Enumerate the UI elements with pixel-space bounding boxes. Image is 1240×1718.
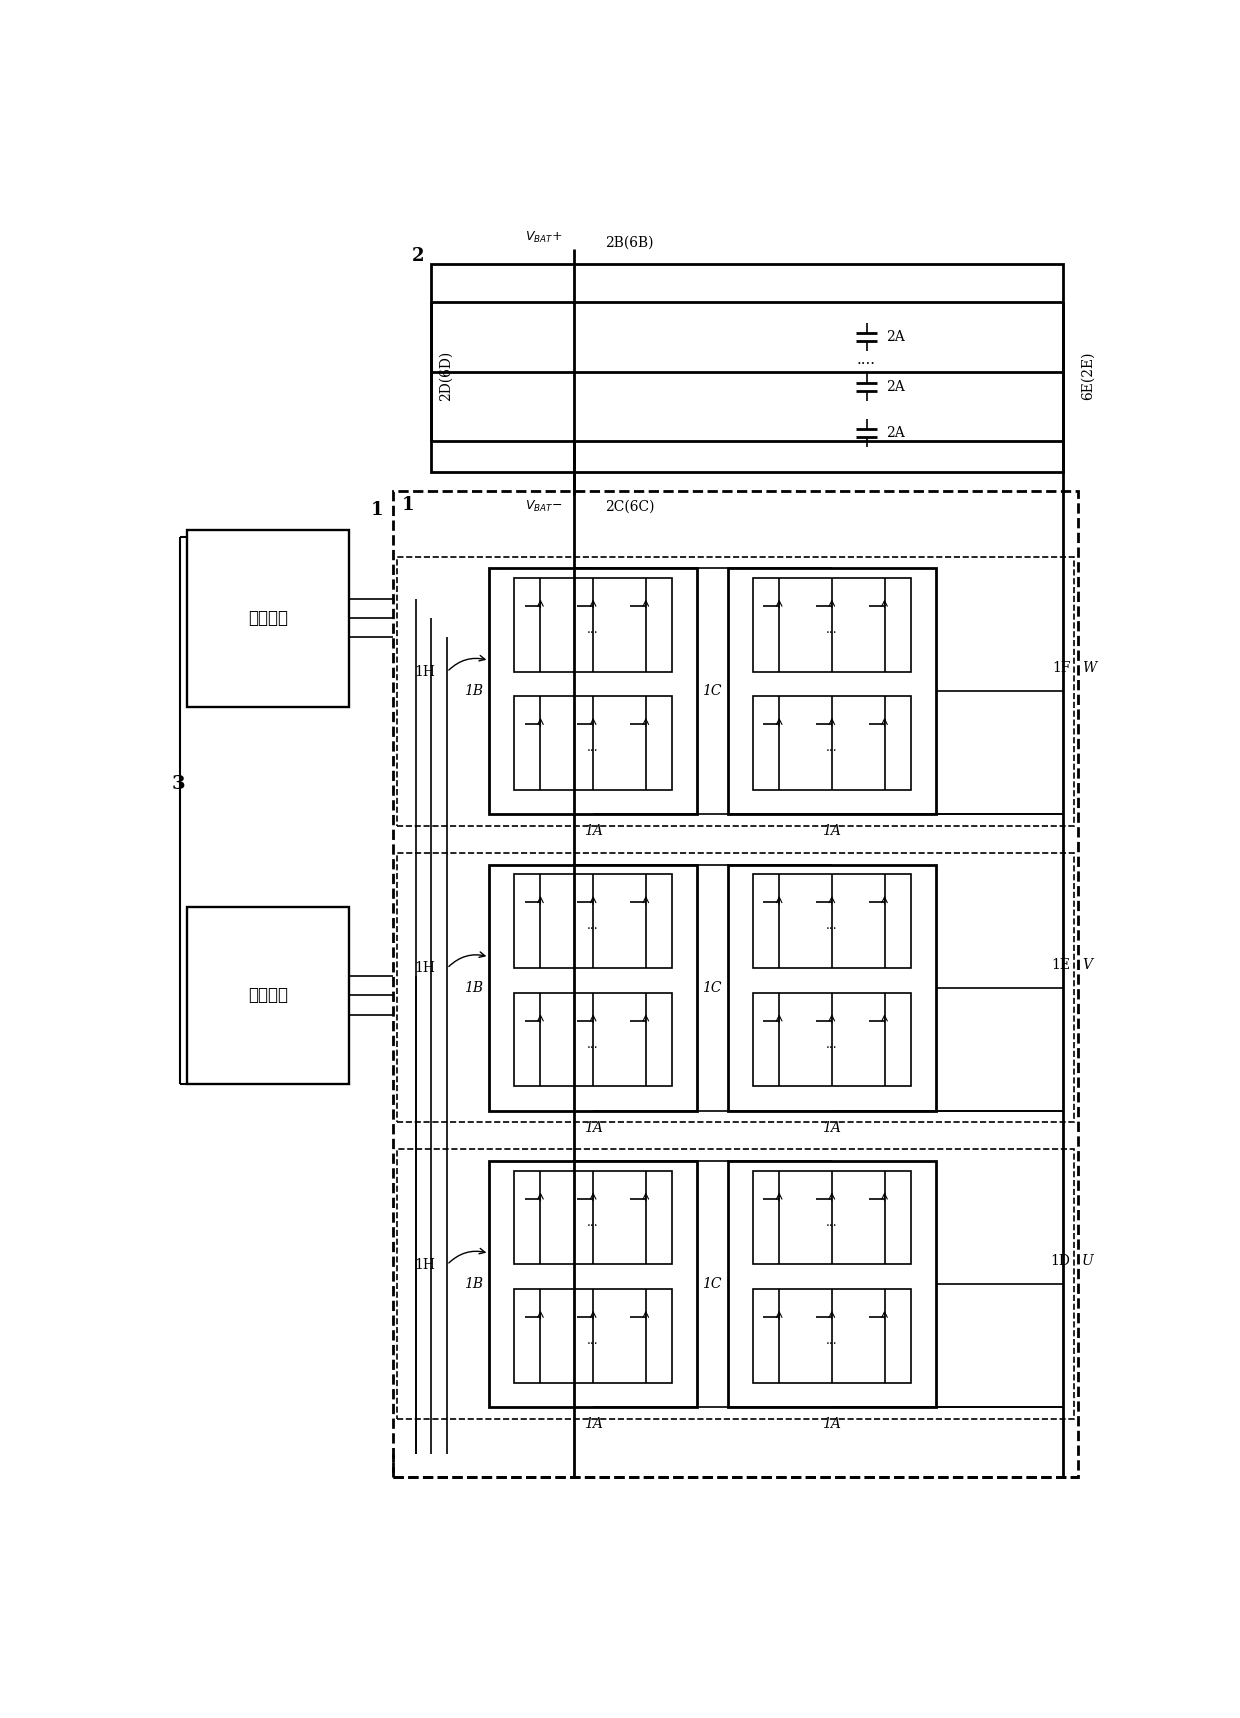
Text: 1B: 1B — [464, 981, 484, 995]
Text: ...: ... — [588, 919, 599, 933]
Text: U: U — [1083, 1254, 1094, 1268]
Bar — [490, 1161, 697, 1407]
Text: 1D: 1D — [1050, 1254, 1070, 1268]
Bar — [187, 529, 350, 706]
Text: ...: ... — [826, 1216, 838, 1228]
Text: 2C(6C): 2C(6C) — [605, 500, 655, 514]
Text: 1B: 1B — [464, 1276, 484, 1292]
Text: 1F: 1F — [1052, 661, 1070, 675]
Text: 1H: 1H — [414, 665, 435, 679]
Bar — [397, 557, 1074, 826]
Text: 1A: 1A — [822, 1120, 841, 1136]
Text: 1H: 1H — [414, 1258, 435, 1271]
Bar — [515, 993, 672, 1086]
Text: 1A: 1A — [584, 1417, 603, 1431]
Bar — [397, 852, 1074, 1122]
Bar — [753, 577, 911, 672]
Text: 1E: 1E — [1052, 957, 1070, 972]
Text: W: W — [1083, 661, 1096, 675]
Text: 1A: 1A — [584, 825, 603, 838]
Text: 2A: 2A — [885, 330, 904, 344]
Text: ...: ... — [588, 1335, 599, 1347]
Text: ...: ... — [588, 1216, 599, 1228]
Text: 控制单元: 控制单元 — [248, 610, 288, 627]
Bar — [753, 993, 911, 1086]
Text: $V_{BAT}$−: $V_{BAT}$− — [525, 498, 563, 514]
Text: ...: ... — [588, 1038, 599, 1051]
Bar — [515, 1170, 672, 1264]
Bar — [515, 696, 672, 790]
Text: 1: 1 — [371, 502, 383, 519]
Text: 1H: 1H — [414, 962, 435, 976]
Text: ...: ... — [826, 624, 838, 636]
Text: 1C: 1C — [702, 684, 722, 698]
Bar — [187, 907, 350, 1084]
Text: $V_{BAT}$+: $V_{BAT}$+ — [525, 230, 563, 244]
Text: ...: ... — [826, 740, 838, 754]
Text: 1C: 1C — [702, 1276, 722, 1292]
Bar — [728, 569, 936, 814]
Text: 2B(6B): 2B(6B) — [605, 235, 653, 249]
Bar — [515, 577, 672, 672]
Bar — [490, 864, 697, 1112]
Text: 3: 3 — [172, 775, 186, 792]
Text: ...: ... — [588, 624, 599, 636]
Bar — [753, 696, 911, 790]
Text: V: V — [1083, 957, 1092, 972]
Bar — [753, 1288, 911, 1383]
Bar — [728, 864, 936, 1112]
Text: 2D(6D): 2D(6D) — [439, 350, 453, 400]
Text: ...: ... — [826, 919, 838, 933]
Text: 1C: 1C — [702, 981, 722, 995]
Bar — [515, 874, 672, 967]
Text: ....: .... — [857, 354, 875, 368]
Text: 2A: 2A — [885, 380, 904, 393]
Bar — [515, 1288, 672, 1383]
Text: 1A: 1A — [584, 1120, 603, 1136]
Bar — [753, 874, 911, 967]
Text: 6E(2E): 6E(2E) — [1080, 350, 1095, 400]
Text: 1A: 1A — [822, 1417, 841, 1431]
Text: ...: ... — [826, 1335, 838, 1347]
Text: 1A: 1A — [822, 825, 841, 838]
Text: 1: 1 — [402, 497, 414, 514]
Text: 1B: 1B — [464, 684, 484, 698]
Bar — [753, 1170, 911, 1264]
Bar — [393, 491, 1079, 1477]
Bar — [490, 569, 697, 814]
Text: 2: 2 — [412, 247, 424, 265]
Bar — [397, 1149, 1074, 1419]
Bar — [432, 265, 1063, 472]
Text: 驱动单元: 驱动单元 — [248, 986, 288, 1003]
Bar — [728, 1161, 936, 1407]
Text: 2A: 2A — [885, 426, 904, 440]
Text: ...: ... — [588, 740, 599, 754]
Text: ...: ... — [826, 1038, 838, 1051]
